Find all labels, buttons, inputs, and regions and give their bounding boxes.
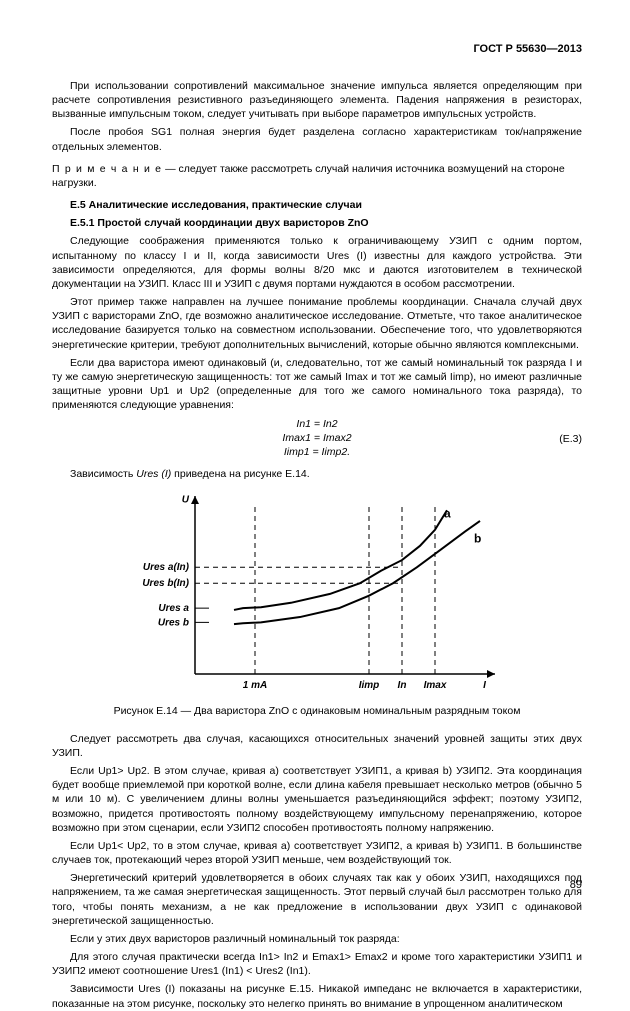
- para3: Следующие соображения применяются только…: [52, 234, 582, 291]
- eq-line2: Imax1 = Imax2: [282, 432, 351, 446]
- doc-header: ГОСТ Р 55630—2013: [52, 42, 582, 57]
- svg-text:Imax: Imax: [424, 680, 447, 691]
- para13: Зависимости Ures (I) показаны на рисунке…: [52, 982, 582, 1010]
- svg-text:b: b: [474, 531, 481, 545]
- para6-pre: Зависимость: [70, 468, 136, 480]
- equation-block: In1 = In2 Imax1 = Imax2 Iimp1 = Iimp2. (…: [52, 418, 582, 459]
- para4: Этот пример также направлен на лучшее по…: [52, 295, 582, 352]
- para-intro1: При использовании сопротивлений максимал…: [52, 79, 582, 122]
- svg-text:Ures a: Ures a: [158, 603, 189, 614]
- note-line: П р и м е ч а н и е — следует также расс…: [52, 162, 582, 190]
- svg-text:In: In: [398, 680, 407, 691]
- para12: Для этого случая практически всегда In1>…: [52, 950, 582, 978]
- svg-text:Iimp: Iimp: [359, 680, 380, 691]
- svg-text:U: U: [182, 494, 190, 505]
- svg-text:Ures b: Ures b: [158, 617, 189, 628]
- para11: Если у этих двух варисторов различный но…: [52, 932, 582, 946]
- para6: Зависимость Ures (I) приведена на рисунк…: [52, 467, 582, 481]
- heading-e51: Е.5.1 Простой случай координации двух ва…: [52, 216, 582, 230]
- eq-line3: Iimp1 = Iimp2.: [282, 446, 351, 460]
- figure-e14: a b U Ures a(In) Ures b(In) Ures a Ures b 1 mA I…: [127, 486, 507, 696]
- eq-number: (E.3): [559, 432, 582, 446]
- para6-post: приведена на рисунке Е.14.: [171, 468, 309, 480]
- figure-caption: Рисунок Е.14 — Два варистора ZnO с одина…: [52, 704, 582, 718]
- svg-text:1 mA: 1 mA: [243, 680, 267, 691]
- para9: Если Up1< Up2, то в этом случае, кривая …: [52, 839, 582, 867]
- note-label: П р и м е ч а н и е: [52, 163, 162, 175]
- svg-text:Ures a(In): Ures a(In): [143, 562, 190, 573]
- eq-line1: In1 = In2: [282, 418, 351, 432]
- para6-var: Ures (I): [136, 468, 171, 480]
- svg-text:Ures b(In): Ures b(In): [142, 578, 189, 589]
- svg-text:a: a: [444, 506, 451, 520]
- para8: Если Up1> Up2. В этом случае, кривая а) …: [52, 764, 582, 835]
- para10: Энергетический критерий удовлетворяется …: [52, 871, 582, 928]
- para5: Если два варистора имеют одинаковый (и, …: [52, 356, 582, 413]
- svg-text:I: I: [483, 680, 486, 691]
- page-number: 89: [570, 878, 582, 893]
- heading-e5: Е.5 Аналитические исследования, практиче…: [52, 198, 582, 212]
- para-intro2: После пробоя SG1 полная энергия будет ра…: [52, 125, 582, 153]
- para7: Следует рассмотреть два случая, касающих…: [52, 732, 582, 760]
- equation-stack: In1 = In2 Imax1 = Imax2 Iimp1 = Iimp2.: [282, 418, 351, 459]
